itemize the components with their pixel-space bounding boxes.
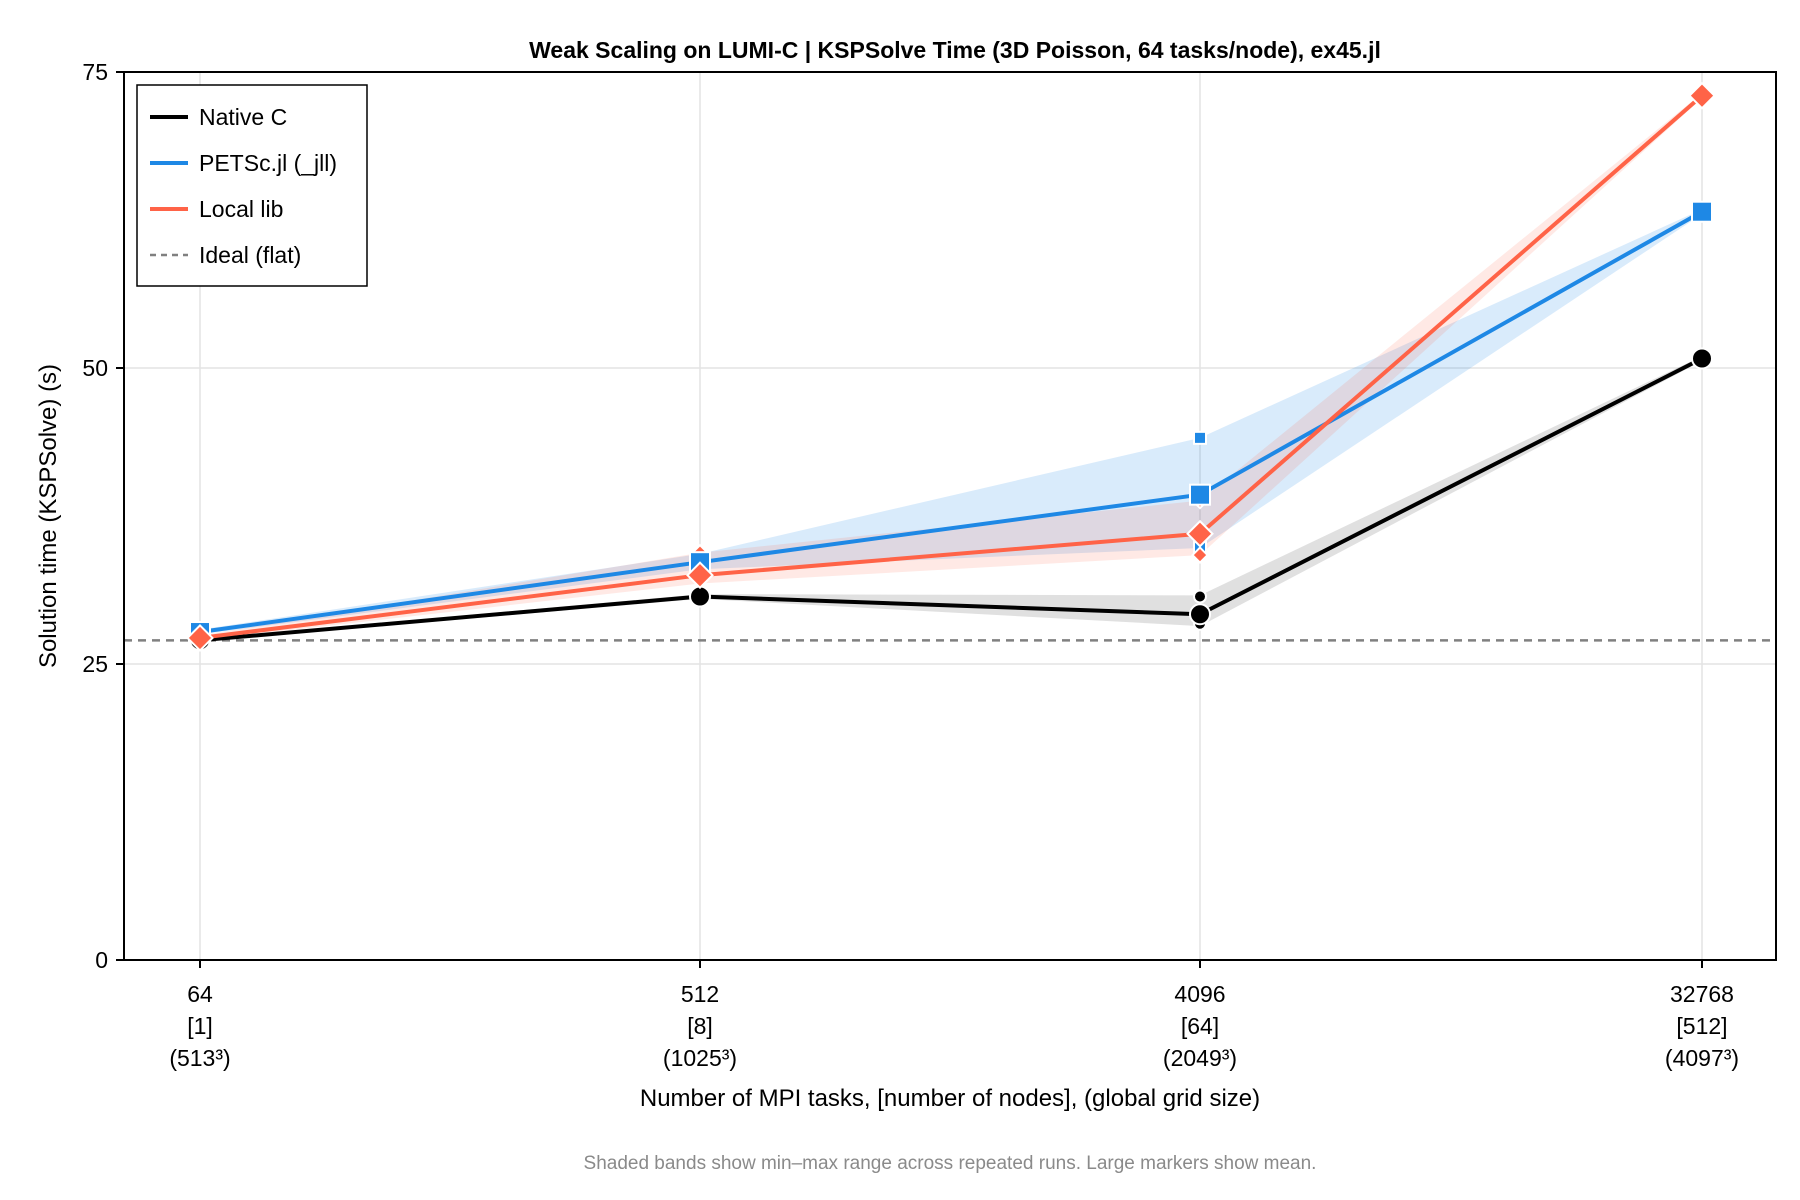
line-native-c [199, 356, 1703, 643]
legend-label: Native C [199, 104, 287, 130]
x-tick-label: 64 [187, 981, 213, 1007]
mean-point-local-lib [1186, 519, 1214, 548]
range-bands [200, 93, 1702, 642]
legend-label: Local lib [199, 196, 283, 222]
x-tick-label: (513³) [169, 1045, 230, 1071]
y-tick-label: 25 [82, 651, 108, 677]
footnote: Shaded bands show min–max range across r… [584, 1153, 1317, 1174]
y-axis-label: Solution time (KSPSolve) (s) [35, 364, 62, 668]
mean-point-local-lib [186, 624, 214, 652]
x-tick-label: (4097³) [1665, 1045, 1739, 1071]
line-local-lib [199, 94, 1704, 640]
mean-point-native-c [689, 585, 711, 608]
mean-point-petsc-jl-jll [1691, 200, 1713, 223]
y-tick-label: 0 [95, 947, 108, 973]
x-tick-label: 512 [681, 981, 719, 1007]
x-tick-label: (1025³) [663, 1045, 737, 1071]
x-axis-label: Number of MPI tasks, [number of nodes], … [640, 1085, 1260, 1112]
mean-point-native-c [1189, 603, 1211, 626]
x-axis-ticks: 64 [1] (513³) 512 [8] (1025³) 4096 [64] (2049³) 3… [169, 960, 1739, 1071]
chart-title: Weak Scaling on LUMI-C | KSPSolve Time (… [529, 37, 1381, 63]
mean-point-local-lib [686, 561, 714, 590]
legend-label: PETSc.jl (_jll) [199, 150, 337, 176]
y-axis-ticks: 0 25 50 75 [82, 59, 124, 973]
mean-point-petsc-jl-jll [1189, 483, 1211, 506]
y-tick-label: 75 [82, 59, 108, 85]
line-petsc-jl-jll [199, 209, 1703, 635]
band-local-lib [200, 93, 1702, 641]
x-tick-label: [64] [1181, 1013, 1219, 1039]
x-tick-label: [512] [1676, 1013, 1727, 1039]
x-tick-label: 4096 [1174, 981, 1225, 1007]
run-point-native-c [1193, 589, 1207, 604]
x-tick-label: 32768 [1670, 981, 1734, 1007]
legend-label: Ideal (flat) [199, 242, 301, 268]
x-tick-label: [8] [687, 1013, 713, 1039]
x-tick-label: [1] [187, 1013, 213, 1039]
run-point-local-lib [1191, 546, 1209, 564]
band-petsc-jl-jll [200, 209, 1702, 635]
series-markers [186, 81, 1716, 652]
mean-point-native-c [1691, 347, 1713, 370]
series-lines [199, 94, 1704, 643]
y-tick-label: 50 [82, 355, 108, 381]
x-tick-label: (2049³) [1163, 1045, 1237, 1071]
mean-point-local-lib [1688, 81, 1716, 110]
run-point-petsc-jl-jll [1193, 430, 1207, 445]
legend: Native C PETSc.jl (_jll) Local lib Ideal (f… [136, 84, 368, 287]
plot-frame [123, 71, 1777, 961]
